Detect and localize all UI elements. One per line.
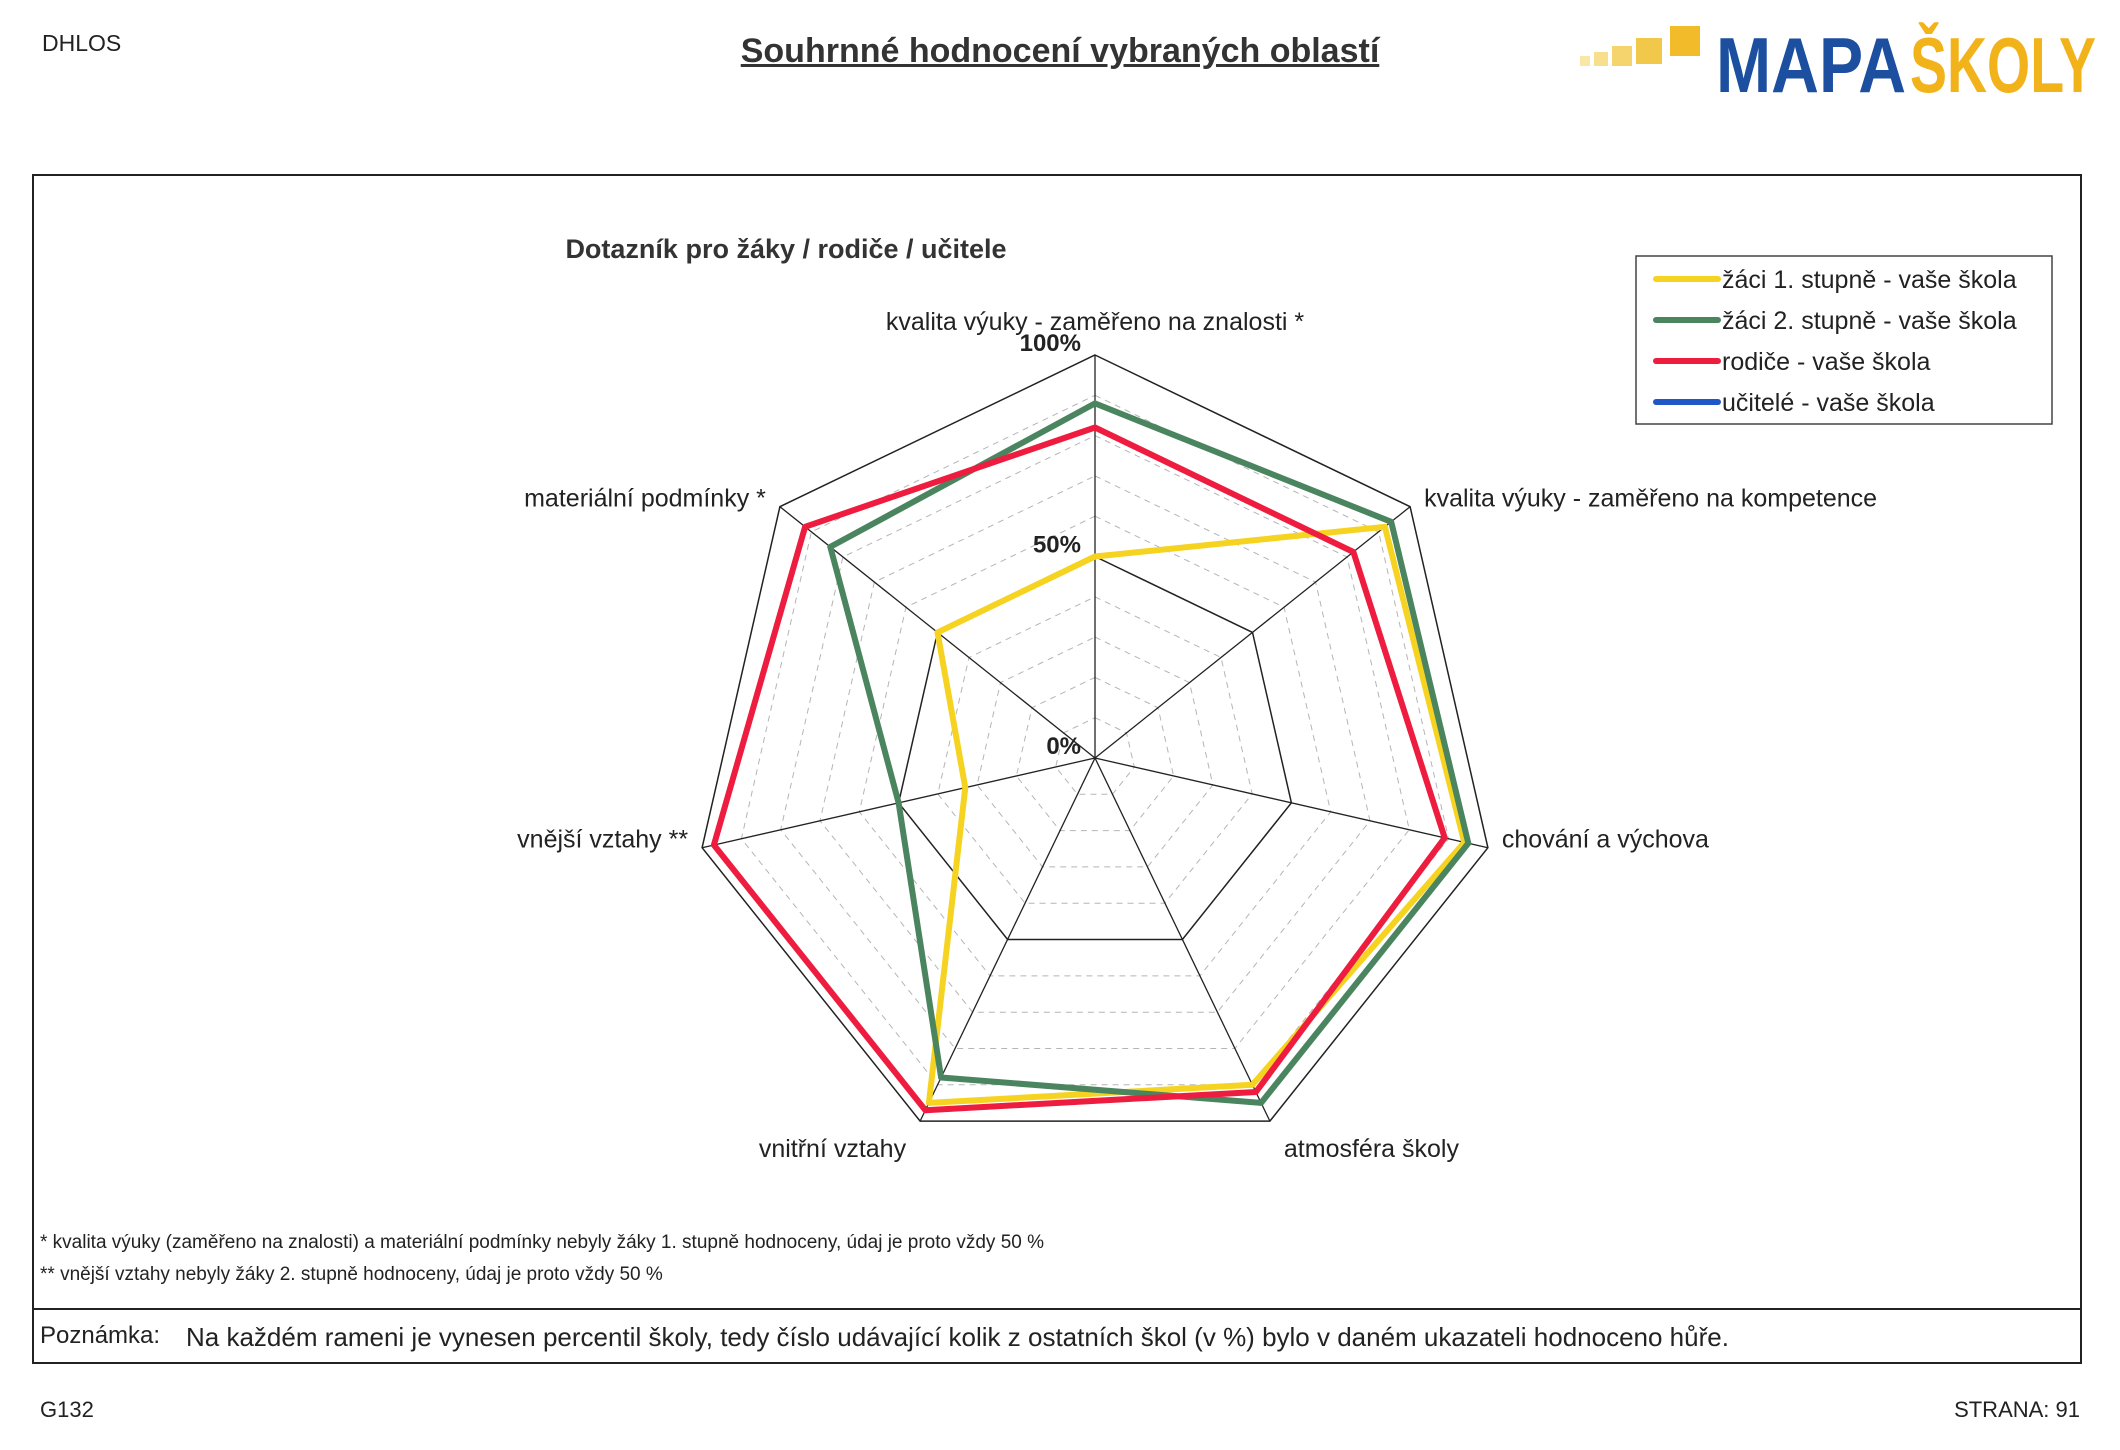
- footnote-1: * kvalita výuky (zaměřeno na znalosti) a…: [40, 1232, 1045, 1253]
- grid-ring: [937, 596, 1253, 904]
- note-divider: [34, 1308, 2080, 1310]
- grid-ring: [1015, 676, 1175, 832]
- radar-grid: [701, 354, 1489, 1122]
- legend-entry: žáci 2. stupně - vaše škola: [1722, 307, 2017, 335]
- chart-title: Dotazník pro žáky / rodiče / učitele: [565, 234, 1006, 264]
- series-line-2: [710, 424, 1448, 1114]
- footnote-2: ** vnější vztahy nebyly žáky 2. stupně h…: [40, 1264, 663, 1285]
- axis-label: materiální podmínky *: [524, 485, 766, 513]
- legend-entry: rodiče - vaše škola: [1722, 348, 1931, 376]
- chart-frame: [32, 174, 2082, 1364]
- axis-label: vnitřní vztahy: [759, 1135, 907, 1163]
- grid-ring: [1055, 717, 1135, 795]
- grid-ring: [701, 354, 1489, 1122]
- tick-label: 100%: [1020, 330, 1081, 357]
- axis-label: chování a výchova: [1502, 826, 1709, 854]
- series-line-0: [925, 523, 1468, 1106]
- tick-label: 0%: [1046, 733, 1081, 760]
- chart-legend: žáci 1. stupně - vaše škola žáci 2. stupn…: [1635, 255, 2053, 425]
- axis-label: atmosféra školy: [1284, 1135, 1460, 1163]
- axis-label: kvalita výuky - zaměřeno na kompetence: [1424, 485, 1877, 513]
- grid-ring: [976, 636, 1214, 868]
- logo-squares-icon: [1580, 26, 1700, 66]
- note-label: Poznámka:: [40, 1322, 161, 1349]
- axis-label: kvalita výuky - zaměřeno na znalosti *: [886, 308, 1305, 336]
- note-text: Na každém rameni je vynesen percentil šk…: [186, 1322, 1729, 1352]
- grid-ring: [780, 435, 1410, 1049]
- axis-spoke: [1094, 506, 1411, 759]
- grid-ring: [858, 515, 1332, 977]
- grid-ring: [897, 555, 1293, 941]
- logo-text-main: MAPA: [1716, 21, 1906, 107]
- axis-spoke: [1094, 757, 1489, 849]
- series-line-1: [827, 400, 1472, 1106]
- footer-code: G132: [40, 1397, 94, 1422]
- axis-label: vnější vztahy **: [517, 826, 688, 854]
- legend-entry: žáci 1. stupně - vaše škola: [1722, 266, 2017, 294]
- axis-spoke: [919, 757, 1096, 1122]
- grid-ring: [740, 394, 1450, 1086]
- radar-labels: 0% 50% 100%kvalita výuky - zaměřeno na zna…: [517, 308, 1877, 1163]
- tick-label: 50%: [1033, 532, 1081, 559]
- mapa-skoly-logo: MAPA ŠKOLY: [1580, 21, 2096, 107]
- page-title: Souhrnné hodnocení vybraných oblastí: [740, 32, 1380, 70]
- logo-text-accent: ŠKOLY: [1910, 21, 2096, 107]
- radar-series: [710, 400, 1472, 1114]
- document-code: DHLOS: [42, 30, 122, 56]
- radar-chart: Dotazník pro žáky / rodiče / učitele 0% 5…: [517, 234, 2053, 1163]
- axis-spoke: [1094, 757, 1271, 1122]
- legend-box: [1635, 255, 2053, 425]
- page-number: STRANA: 91: [1954, 1397, 2080, 1422]
- legend-entry: učitelé - vaše škola: [1722, 389, 1935, 417]
